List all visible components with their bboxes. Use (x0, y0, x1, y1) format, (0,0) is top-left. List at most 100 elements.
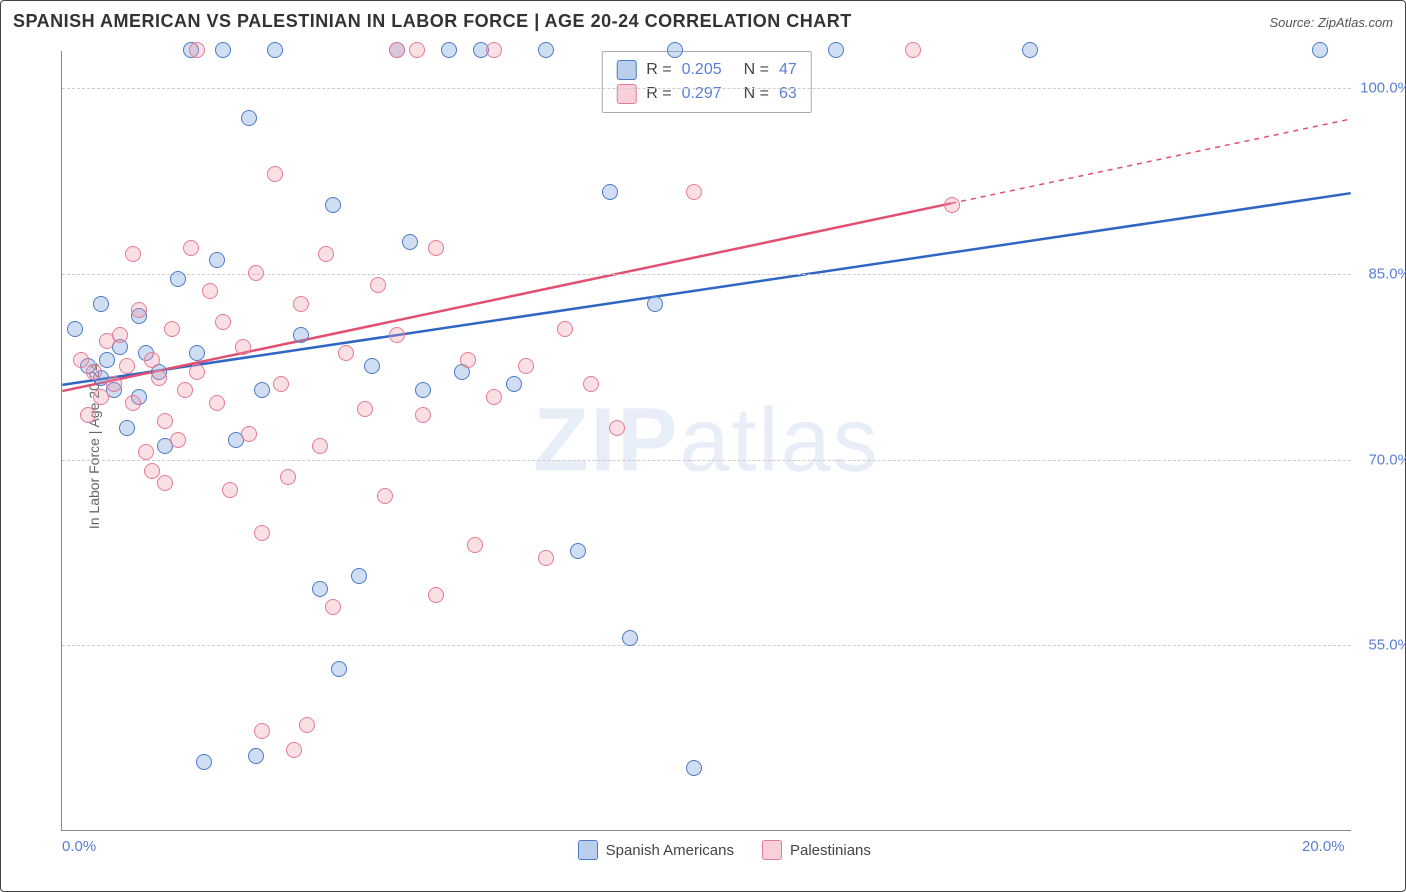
scatter-point (1022, 42, 1038, 58)
scatter-point (370, 277, 386, 293)
scatter-point (189, 42, 205, 58)
scatter-point (93, 296, 109, 312)
scatter-point (331, 661, 347, 677)
scatter-point (415, 407, 431, 423)
scatter-point (570, 543, 586, 559)
stats-n-a: 47 (779, 61, 797, 79)
chart-source: Source: ZipAtlas.com (1269, 15, 1393, 30)
scatter-point (170, 432, 186, 448)
scatter-point (131, 302, 147, 318)
scatter-point (286, 742, 302, 758)
scatter-point (538, 42, 554, 58)
scatter-point (377, 488, 393, 504)
scatter-point (428, 240, 444, 256)
ytick-label: 85.0% (1368, 265, 1406, 282)
stats-box: R = 0.205 N = 47 R = 0.297 N = 63 (601, 51, 812, 113)
scatter-point (686, 760, 702, 776)
trend-lines-svg (62, 51, 1351, 830)
scatter-point (267, 166, 283, 182)
scatter-point (248, 748, 264, 764)
scatter-point (157, 475, 173, 491)
watermark-light: atlas (679, 390, 879, 490)
scatter-point (215, 314, 231, 330)
scatter-point (170, 271, 186, 287)
legend-swatch-a-icon (578, 840, 598, 860)
scatter-point (622, 630, 638, 646)
scatter-point (325, 197, 341, 213)
scatter-point (189, 364, 205, 380)
scatter-point (267, 42, 283, 58)
gridline-h (62, 460, 1351, 461)
scatter-point (280, 469, 296, 485)
swatch-series-b-icon (616, 84, 636, 104)
scatter-point (125, 395, 141, 411)
scatter-point (467, 537, 483, 553)
scatter-point (119, 358, 135, 374)
scatter-point (389, 42, 405, 58)
xtick-label: 20.0% (1302, 838, 1345, 855)
scatter-point (157, 413, 173, 429)
legend-label-a: Spanish Americans (606, 842, 734, 859)
scatter-point (112, 327, 128, 343)
scatter-point (647, 296, 663, 312)
xtick-label: 0.0% (62, 838, 96, 855)
scatter-point (409, 42, 425, 58)
scatter-point (119, 420, 135, 436)
scatter-point (486, 42, 502, 58)
scatter-point (93, 389, 109, 405)
scatter-point (609, 420, 625, 436)
gridline-h (62, 88, 1351, 89)
scatter-point (164, 321, 180, 337)
scatter-point (209, 395, 225, 411)
scatter-point (518, 358, 534, 374)
scatter-point (428, 587, 444, 603)
scatter-point (667, 42, 683, 58)
scatter-point (241, 110, 257, 126)
scatter-point (215, 42, 231, 58)
scatter-point (299, 717, 315, 733)
scatter-point (318, 246, 334, 262)
scatter-point (538, 550, 554, 566)
scatter-point (338, 345, 354, 361)
scatter-point (351, 568, 367, 584)
legend-swatch-b-icon (762, 840, 782, 860)
scatter-point (389, 327, 405, 343)
scatter-point (106, 376, 122, 392)
scatter-point (254, 723, 270, 739)
stats-row-a: R = 0.205 N = 47 (616, 58, 797, 82)
scatter-point (222, 482, 238, 498)
scatter-point (177, 382, 193, 398)
scatter-point (144, 463, 160, 479)
bottom-legend: Spanish Americans Palestinians (578, 840, 871, 860)
ytick-label: 100.0% (1360, 80, 1406, 97)
stats-n-label: N = (744, 61, 769, 79)
legend-item-b: Palestinians (762, 840, 871, 860)
chart-container: SPANISH AMERICAN VS PALESTINIAN IN LABOR… (0, 0, 1406, 892)
scatter-point (325, 599, 341, 615)
scatter-point (402, 234, 418, 250)
scatter-point (80, 407, 96, 423)
scatter-point (202, 283, 218, 299)
scatter-point (293, 327, 309, 343)
scatter-point (944, 197, 960, 213)
scatter-point (293, 296, 309, 312)
gridline-h (62, 645, 1351, 646)
scatter-point (209, 252, 225, 268)
scatter-point (364, 358, 380, 374)
scatter-point (828, 42, 844, 58)
chart-title: SPANISH AMERICAN VS PALESTINIAN IN LABOR… (13, 11, 852, 32)
plot-area: ZIPatlas R = 0.205 N = 47 R = 0.297 N = … (61, 51, 1351, 831)
scatter-point (235, 339, 251, 355)
scatter-point (557, 321, 573, 337)
scatter-point (241, 426, 257, 442)
scatter-point (273, 376, 289, 392)
scatter-point (686, 184, 702, 200)
stats-r-label: R = (646, 61, 671, 79)
watermark-bold: ZIP (533, 390, 679, 490)
scatter-point (125, 246, 141, 262)
ytick-label: 70.0% (1368, 451, 1406, 468)
scatter-point (506, 376, 522, 392)
scatter-point (196, 754, 212, 770)
legend-item-a: Spanish Americans (578, 840, 734, 860)
scatter-point (254, 382, 270, 398)
